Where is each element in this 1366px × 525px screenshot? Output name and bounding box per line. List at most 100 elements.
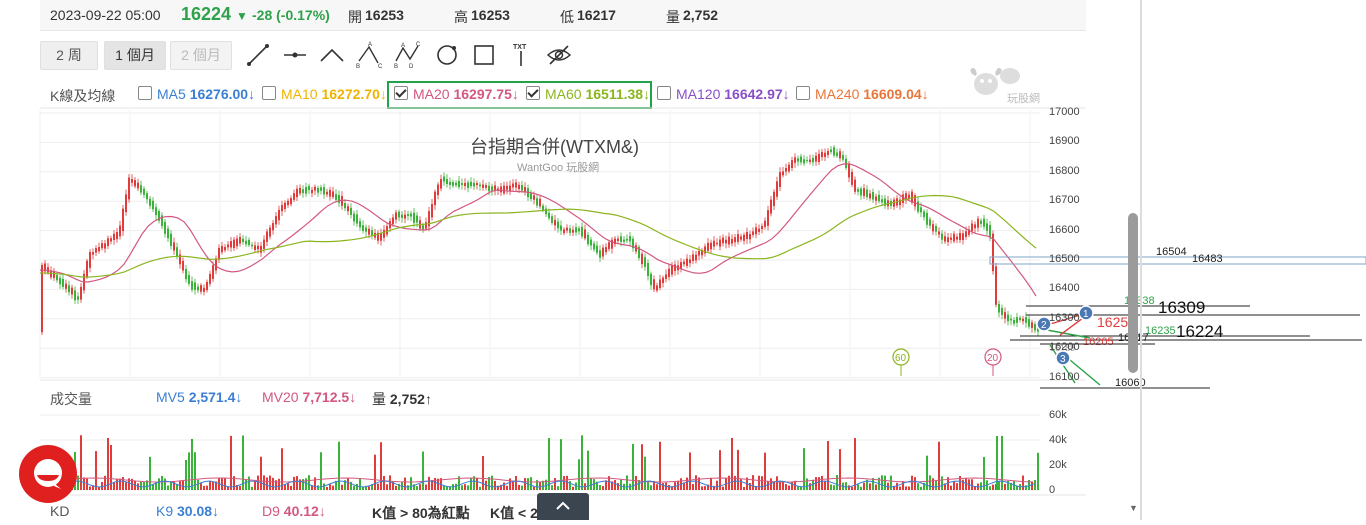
candle-body (917, 201, 919, 212)
volume-bar (896, 482, 898, 490)
scrollbar-thumb[interactable] (1128, 213, 1138, 373)
volume-bar (437, 478, 439, 490)
candle-body (977, 218, 979, 228)
level-label-16253: 16253 (1097, 314, 1136, 330)
candle-body (869, 193, 871, 199)
volume-bar (996, 436, 998, 490)
candle-body (50, 271, 52, 278)
candle-body (461, 183, 463, 186)
candle-body (800, 156, 802, 163)
volume-bar (275, 480, 277, 490)
volume-bar (116, 478, 118, 490)
open-value: 16253 (365, 7, 404, 23)
ma-label: MA5 (157, 86, 186, 102)
candle-body (134, 180, 136, 187)
checkbox-icon[interactable] (657, 86, 671, 100)
chat-widget-button[interactable] (19, 445, 77, 503)
ma-toggle-ma60[interactable]: MA60 16511.38↓ (526, 86, 650, 102)
ma-value: 16642.97 (724, 86, 783, 102)
rectangle-tool-icon[interactable] (470, 41, 498, 69)
volume-bar (659, 441, 661, 490)
volume-bar (500, 484, 502, 490)
volume-bar (818, 477, 820, 490)
candle-body (482, 184, 484, 188)
candle-body (797, 158, 799, 162)
volume-bar (251, 486, 253, 490)
candle-body (41, 264, 43, 333)
checkbox-icon[interactable] (526, 86, 540, 100)
text-tool-icon[interactable]: TXT (507, 41, 535, 69)
candle-body (251, 244, 253, 247)
circle-tool-icon[interactable] (433, 41, 461, 69)
volume-bar (893, 485, 895, 490)
volume-bar (845, 482, 847, 490)
volume-bar (173, 481, 175, 490)
wave-point-number: 3 (1060, 354, 1066, 365)
abc-pattern-tool-icon[interactable]: A B C (356, 41, 384, 69)
mv5-value: 2,571.4 (188, 389, 236, 405)
checkbox-icon[interactable] (796, 86, 810, 100)
candle-body (755, 227, 757, 235)
ma-toggle-ma240[interactable]: MA240 16609.04↓ (796, 86, 929, 102)
candle-body (137, 182, 139, 189)
kd-section-label: KD (50, 503, 70, 519)
k9-arrow: ↓ (212, 503, 220, 519)
candle-body (842, 155, 844, 160)
volume-bar (797, 485, 799, 490)
ma-toggle-ma10[interactable]: MA10 16272.70↓ (262, 86, 387, 102)
volume-bar (716, 480, 718, 490)
candle-body (635, 245, 637, 252)
volume-bar (455, 483, 457, 490)
scroll-down-arrow-icon[interactable]: ▼ (1129, 503, 1138, 513)
volume-bar (269, 475, 271, 490)
checkbox-icon[interactable] (394, 86, 408, 100)
candle-body (428, 211, 430, 227)
ma-value: 16297.75 (453, 86, 512, 102)
candle-body (170, 233, 172, 246)
period-1-month-button[interactable]: 1 個月 (104, 41, 166, 70)
candle-body (629, 236, 631, 242)
volume-bar (821, 475, 823, 490)
checkbox-icon[interactable] (138, 86, 152, 100)
checkbox-icon[interactable] (262, 86, 276, 100)
period-2-week-button[interactable]: 2 周 (40, 41, 98, 70)
candle-body (563, 229, 565, 234)
quote-datetime: 2023-09-22 05:00 (50, 7, 161, 23)
candle-body (413, 212, 415, 223)
svg-text:B: B (394, 64, 398, 69)
hide-drawings-icon[interactable] (545, 41, 573, 69)
candle-body (53, 271, 55, 279)
volume-bar (266, 477, 268, 490)
volume-bar (902, 481, 904, 490)
ma-toggle-ma20[interactable]: MA20 16297.75↓ (394, 86, 519, 102)
volume-bar (239, 485, 241, 490)
volume-bar (689, 452, 691, 490)
candle-body (893, 199, 895, 207)
volume-bar (200, 483, 202, 490)
volume-bar (383, 476, 385, 490)
angle-tool-icon[interactable] (318, 41, 346, 69)
ma-toggle-ma5[interactable]: MA5 16276.00↓ (138, 86, 255, 102)
ma-toggle-ma120[interactable]: MA120 16642.97↓ (657, 86, 790, 102)
horizontal-line-tool-icon[interactable] (281, 41, 309, 69)
candle-body (746, 231, 748, 239)
period-2-month-button[interactable]: 2 個月 (170, 41, 232, 70)
volume-bar (602, 485, 604, 490)
level-label-16235: 16235 (1145, 325, 1176, 337)
volume-y-tick: 0 (1049, 484, 1056, 496)
abcd-pattern-tool-icon[interactable]: A C B D (394, 41, 422, 69)
volume-bar (212, 481, 214, 490)
candle-body (365, 227, 367, 232)
collapse-panel-button[interactable] (537, 493, 589, 520)
volume-bar (281, 448, 283, 490)
y-axis-tick: 16500 (1049, 253, 1080, 265)
candle-body (656, 285, 658, 291)
candle-body (122, 208, 124, 232)
candle-body (575, 227, 577, 233)
volume-bar (407, 485, 409, 490)
line-tool-icon[interactable] (244, 41, 272, 69)
volume-bar (521, 485, 523, 490)
candle-body (827, 150, 829, 156)
candle-body (314, 186, 316, 191)
